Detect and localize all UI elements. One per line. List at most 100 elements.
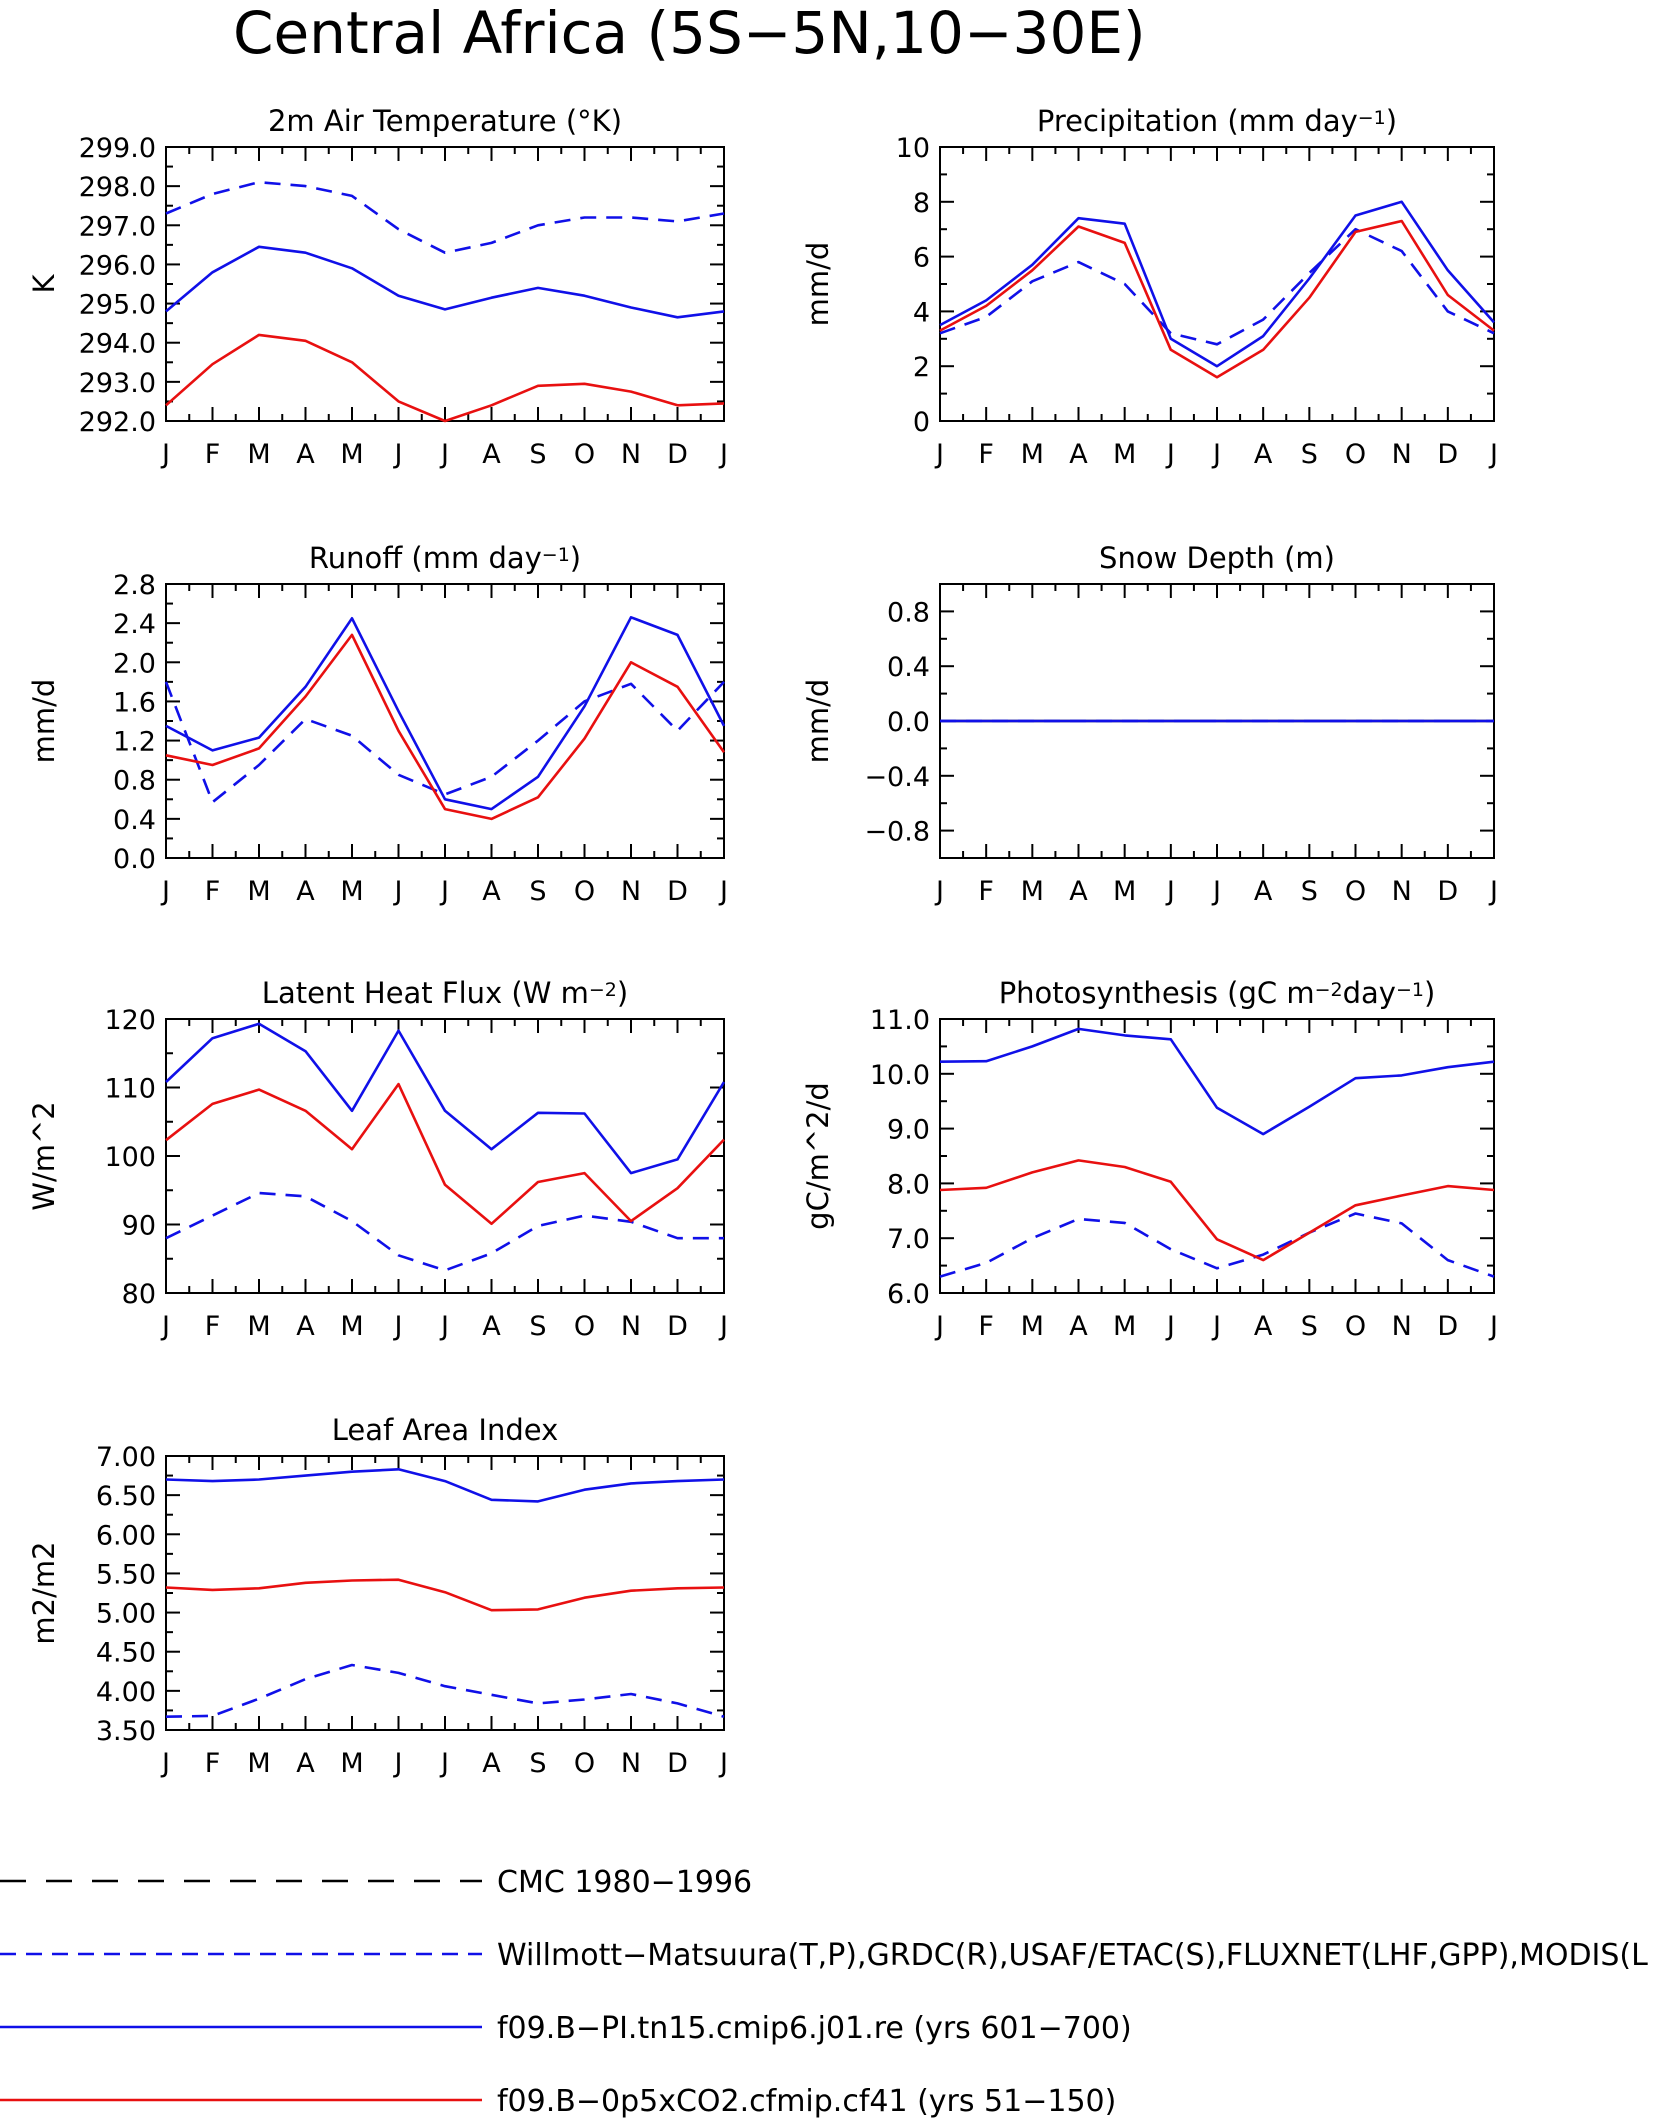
y-tick-label: −0.4 bbox=[864, 762, 930, 793]
x-tick-label: A bbox=[482, 1748, 501, 1779]
y-tick-label: 0 bbox=[913, 407, 930, 438]
x-tick-label: D bbox=[667, 876, 688, 907]
x-tick-label: J bbox=[1488, 439, 1498, 470]
series-line-blue-dashed bbox=[939, 227, 1495, 346]
y-axis-label: mm/d bbox=[801, 242, 835, 327]
x-tick-label: N bbox=[1392, 1311, 1412, 1342]
x-tick-label: M bbox=[1113, 1311, 1136, 1342]
x-tick-label: J bbox=[1211, 1311, 1221, 1342]
y-axis-label: K bbox=[27, 274, 61, 294]
x-tick-label: J bbox=[934, 876, 944, 907]
x-tick-label: J bbox=[1488, 876, 1498, 907]
y-tick-label: 2.0 bbox=[113, 648, 156, 679]
x-tick-label: S bbox=[1301, 439, 1318, 470]
y-tick-label: 0.0 bbox=[113, 844, 156, 875]
x-tick-label: J bbox=[1488, 1311, 1498, 1342]
title-text: ) bbox=[1386, 104, 1397, 138]
plot-frame bbox=[939, 146, 1495, 422]
y-tick-label: −0.8 bbox=[864, 817, 930, 848]
x-tick-label: A bbox=[1254, 1311, 1273, 1342]
title-superscript: −1 bbox=[542, 544, 570, 566]
x-tick-label: F bbox=[205, 1311, 221, 1342]
y-tick-label: 8 bbox=[913, 188, 930, 219]
x-tick-label: M bbox=[247, 876, 270, 907]
y-tick-label: 4.50 bbox=[96, 1638, 156, 1669]
series-line-red-solid bbox=[165, 1578, 725, 1612]
panel-title: Latent Heat Flux (W m−2) bbox=[262, 976, 628, 1010]
x-tick-label: J bbox=[439, 439, 449, 470]
title-superscript: −1 bbox=[1358, 107, 1386, 129]
series-line-blue-dashed bbox=[165, 1663, 725, 1718]
x-tick-label: O bbox=[574, 876, 595, 907]
series-line-blue-solid bbox=[165, 1468, 725, 1503]
y-tick-label: 5.00 bbox=[96, 1599, 156, 1630]
x-tick-label: A bbox=[296, 439, 315, 470]
x-tick-label: J bbox=[1165, 439, 1175, 470]
y-tick-label: 6 bbox=[913, 243, 930, 274]
y-axis-label: m2/m2 bbox=[27, 1541, 61, 1644]
x-tick-label: J bbox=[934, 439, 944, 470]
series-line-blue-dashed bbox=[165, 1191, 724, 1272]
series-line-blue-dashed bbox=[164, 681, 725, 804]
series-line-blue-solid bbox=[939, 1027, 1495, 1136]
x-tick-label: A bbox=[1254, 876, 1273, 907]
x-tick-label: S bbox=[1301, 1311, 1318, 1342]
title-text: Precipitation (mm day bbox=[1037, 104, 1358, 138]
y-tick-label: 10 bbox=[896, 133, 930, 164]
y-tick-label: 294.0 bbox=[79, 329, 156, 360]
series-line-red-solid bbox=[939, 1159, 1495, 1262]
title-text: day bbox=[1343, 976, 1396, 1010]
x-tick-label: J bbox=[718, 1311, 728, 1342]
plot-frame bbox=[165, 1018, 725, 1294]
x-tick-label: A bbox=[1069, 439, 1088, 470]
page-title: Central Africa (5S−5N,10−30E) bbox=[233, 0, 1146, 67]
panel-title: Leaf Area Index bbox=[332, 1413, 558, 1447]
y-tick-label: 298.0 bbox=[79, 172, 156, 203]
x-tick-label: D bbox=[667, 1748, 688, 1779]
x-tick-label: A bbox=[1069, 876, 1088, 907]
x-tick-label: J bbox=[1211, 876, 1221, 907]
x-tick-label: F bbox=[205, 1748, 221, 1779]
title-superscript: −2 bbox=[589, 979, 617, 1001]
panel-title: 2m Air Temperature (°K) bbox=[268, 104, 622, 138]
y-tick-label: 100 bbox=[104, 1142, 156, 1173]
series-line-blue-solid bbox=[165, 615, 726, 811]
legend-label: f09.B−0p5xCO2.cfmip.cf41 (yrs 51−150) bbox=[497, 2084, 1116, 2119]
y-tick-label: 4.00 bbox=[96, 1677, 156, 1708]
y-tick-label: 0.8 bbox=[887, 597, 930, 628]
panel-title: Photosynthesis (gC m−2day−1) bbox=[999, 976, 1436, 1010]
x-tick-label: O bbox=[574, 1748, 595, 1779]
x-tick-label: J bbox=[1165, 876, 1175, 907]
y-tick-label: 297.0 bbox=[79, 211, 156, 242]
series-line-red-solid bbox=[165, 333, 725, 423]
y-tick-label: 6.50 bbox=[96, 1481, 156, 1512]
x-tick-label: J bbox=[393, 1311, 403, 1342]
series-line-red-solid bbox=[939, 219, 1495, 379]
x-tick-label: O bbox=[1345, 876, 1366, 907]
y-tick-label: 1.2 bbox=[113, 727, 156, 758]
series-line-red-solid bbox=[165, 1082, 725, 1226]
y-tick-label: 0.0 bbox=[887, 707, 930, 738]
y-tick-label: 120 bbox=[104, 1005, 156, 1036]
y-tick-label: 3.50 bbox=[96, 1716, 156, 1747]
x-tick-label: M bbox=[247, 1748, 270, 1779]
series-line-red-solid bbox=[165, 633, 726, 821]
y-tick-label: 4 bbox=[913, 297, 930, 328]
y-tick-label: 7.0 bbox=[887, 1224, 930, 1255]
title-text: ) bbox=[617, 976, 628, 1010]
x-tick-label: S bbox=[529, 1311, 546, 1342]
x-tick-label: A bbox=[296, 1311, 315, 1342]
y-tick-label: 110 bbox=[104, 1074, 156, 1105]
x-tick-label: A bbox=[482, 439, 501, 470]
series-line-blue-solid bbox=[165, 1022, 726, 1175]
title-text: Latent Heat Flux (W m bbox=[262, 976, 589, 1010]
x-tick-label: A bbox=[296, 1748, 315, 1779]
x-tick-label: A bbox=[1254, 439, 1273, 470]
panel-title: Runoff (mm day−1) bbox=[309, 541, 581, 575]
x-tick-label: J bbox=[439, 1311, 449, 1342]
y-tick-label: 11.0 bbox=[870, 1005, 930, 1036]
x-tick-label: N bbox=[1392, 876, 1412, 907]
title-text: ) bbox=[1424, 976, 1435, 1010]
x-tick-label: J bbox=[1165, 1311, 1175, 1342]
y-tick-label: 0.8 bbox=[113, 766, 156, 797]
